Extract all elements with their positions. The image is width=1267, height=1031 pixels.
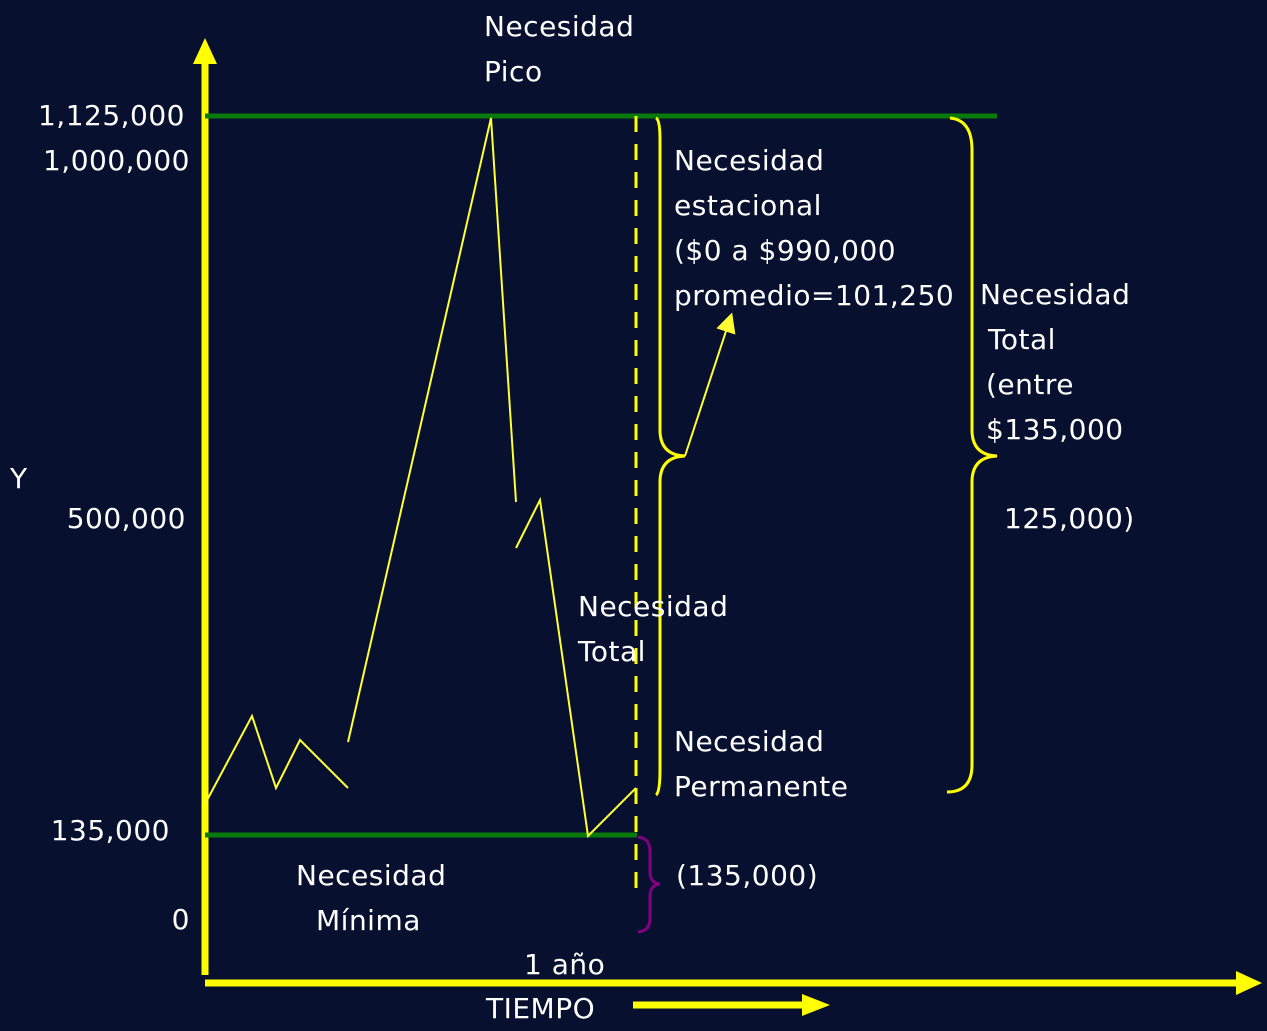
seasonal-need-label: Necesidad estacional ($0 a $990,000 prom… xyxy=(674,144,955,312)
y-tick-label: 135,000 xyxy=(50,814,170,847)
permanent-need-value: (135,000) xyxy=(676,859,819,892)
y-tick-label: 1,000,000 xyxy=(42,144,190,177)
total-need-right-label-end: 125,000) xyxy=(1004,502,1135,535)
total-need-right-label: Necesidad Total (entre $135,000 xyxy=(980,278,1131,446)
total-need-middle-label: Necesidad Total xyxy=(578,590,729,668)
x-axis-arrowhead xyxy=(1236,971,1262,995)
x-axis-label: TIEMPO xyxy=(486,992,596,1025)
peak-need-label: Necesidad Pico xyxy=(484,10,635,88)
need-curve-segment xyxy=(347,117,517,743)
y-axis-label: Y xyxy=(10,462,28,495)
y-axis-arrowhead xyxy=(193,38,217,64)
need-curve-segment xyxy=(204,713,349,805)
minimum-need-label: Necesidad Mínima xyxy=(296,859,447,937)
seasonal-pointer-arrow xyxy=(684,312,736,457)
y-tick-label: 1,125,000 xyxy=(37,99,185,132)
time-arrowhead xyxy=(802,994,830,1016)
x-tick-label: 1 año xyxy=(524,948,606,981)
minimum-need-brace xyxy=(637,835,661,934)
total-need-brace xyxy=(946,116,998,794)
y-tick-label: 500,000 xyxy=(66,502,186,535)
need-curve-segment xyxy=(515,496,637,839)
y-tick-label: 0 xyxy=(171,903,190,936)
permanent-need-label: Necesidad Permanente xyxy=(674,725,849,803)
